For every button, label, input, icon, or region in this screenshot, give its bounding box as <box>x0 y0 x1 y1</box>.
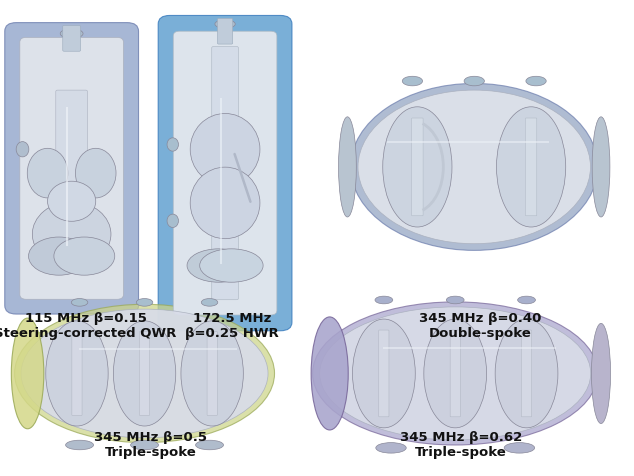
Ellipse shape <box>71 299 87 307</box>
Ellipse shape <box>383 108 452 228</box>
Ellipse shape <box>60 30 83 40</box>
Ellipse shape <box>464 77 484 87</box>
FancyBboxPatch shape <box>521 330 531 417</box>
Ellipse shape <box>526 77 547 87</box>
Ellipse shape <box>495 319 558 428</box>
Text: 345 MHz β=0.62
Triple-spoke: 345 MHz β=0.62 Triple-spoke <box>400 430 522 458</box>
Ellipse shape <box>311 317 348 430</box>
Ellipse shape <box>21 309 268 438</box>
Ellipse shape <box>167 215 179 228</box>
Ellipse shape <box>29 238 89 276</box>
Ellipse shape <box>54 238 115 276</box>
Ellipse shape <box>66 440 94 450</box>
FancyBboxPatch shape <box>56 91 87 252</box>
FancyBboxPatch shape <box>450 330 460 417</box>
Ellipse shape <box>200 249 263 283</box>
Ellipse shape <box>187 249 250 283</box>
Ellipse shape <box>48 182 96 222</box>
Ellipse shape <box>11 318 44 429</box>
Ellipse shape <box>27 149 68 198</box>
FancyBboxPatch shape <box>72 332 82 416</box>
Ellipse shape <box>195 440 224 450</box>
Ellipse shape <box>446 297 464 304</box>
Ellipse shape <box>190 114 260 186</box>
Ellipse shape <box>424 319 487 428</box>
Text: 345 MHz β=0.40
Double-spoke: 345 MHz β=0.40 Double-spoke <box>419 312 542 340</box>
Ellipse shape <box>592 324 611 424</box>
Ellipse shape <box>358 91 590 244</box>
FancyBboxPatch shape <box>158 17 292 331</box>
Ellipse shape <box>113 321 176 426</box>
Ellipse shape <box>75 149 116 198</box>
Text: 115 MHz β=0.15
Steering-corrected QWR: 115 MHz β=0.15 Steering-corrected QWR <box>0 312 177 340</box>
FancyBboxPatch shape <box>139 332 150 416</box>
Ellipse shape <box>504 443 534 453</box>
Ellipse shape <box>375 297 392 304</box>
FancyBboxPatch shape <box>217 19 233 45</box>
Ellipse shape <box>15 305 275 443</box>
Ellipse shape <box>320 307 591 440</box>
Ellipse shape <box>167 139 179 152</box>
Ellipse shape <box>215 21 235 30</box>
FancyBboxPatch shape <box>378 330 389 417</box>
Ellipse shape <box>181 321 243 426</box>
FancyBboxPatch shape <box>411 119 423 216</box>
FancyBboxPatch shape <box>207 332 217 416</box>
Ellipse shape <box>339 118 356 218</box>
FancyBboxPatch shape <box>63 27 81 52</box>
Ellipse shape <box>190 168 260 239</box>
Ellipse shape <box>376 443 406 453</box>
FancyBboxPatch shape <box>20 39 124 300</box>
Ellipse shape <box>46 321 108 426</box>
Ellipse shape <box>518 297 535 304</box>
FancyBboxPatch shape <box>526 119 537 216</box>
Ellipse shape <box>351 84 598 251</box>
Ellipse shape <box>592 118 610 218</box>
Ellipse shape <box>131 440 158 450</box>
Ellipse shape <box>16 142 29 158</box>
Ellipse shape <box>202 299 218 307</box>
Text: 172.5 MHz
β=0.25 HWR: 172.5 MHz β=0.25 HWR <box>185 312 279 340</box>
FancyBboxPatch shape <box>212 47 238 300</box>
Ellipse shape <box>402 77 422 87</box>
Text: 345 MHz β=0.5
Triple-spoke: 345 MHz β=0.5 Triple-spoke <box>94 430 207 458</box>
Ellipse shape <box>313 302 598 445</box>
Ellipse shape <box>496 108 566 228</box>
Ellipse shape <box>136 299 153 307</box>
Ellipse shape <box>32 202 111 267</box>
Ellipse shape <box>353 319 415 428</box>
FancyBboxPatch shape <box>173 32 277 316</box>
FancyBboxPatch shape <box>5 23 138 314</box>
